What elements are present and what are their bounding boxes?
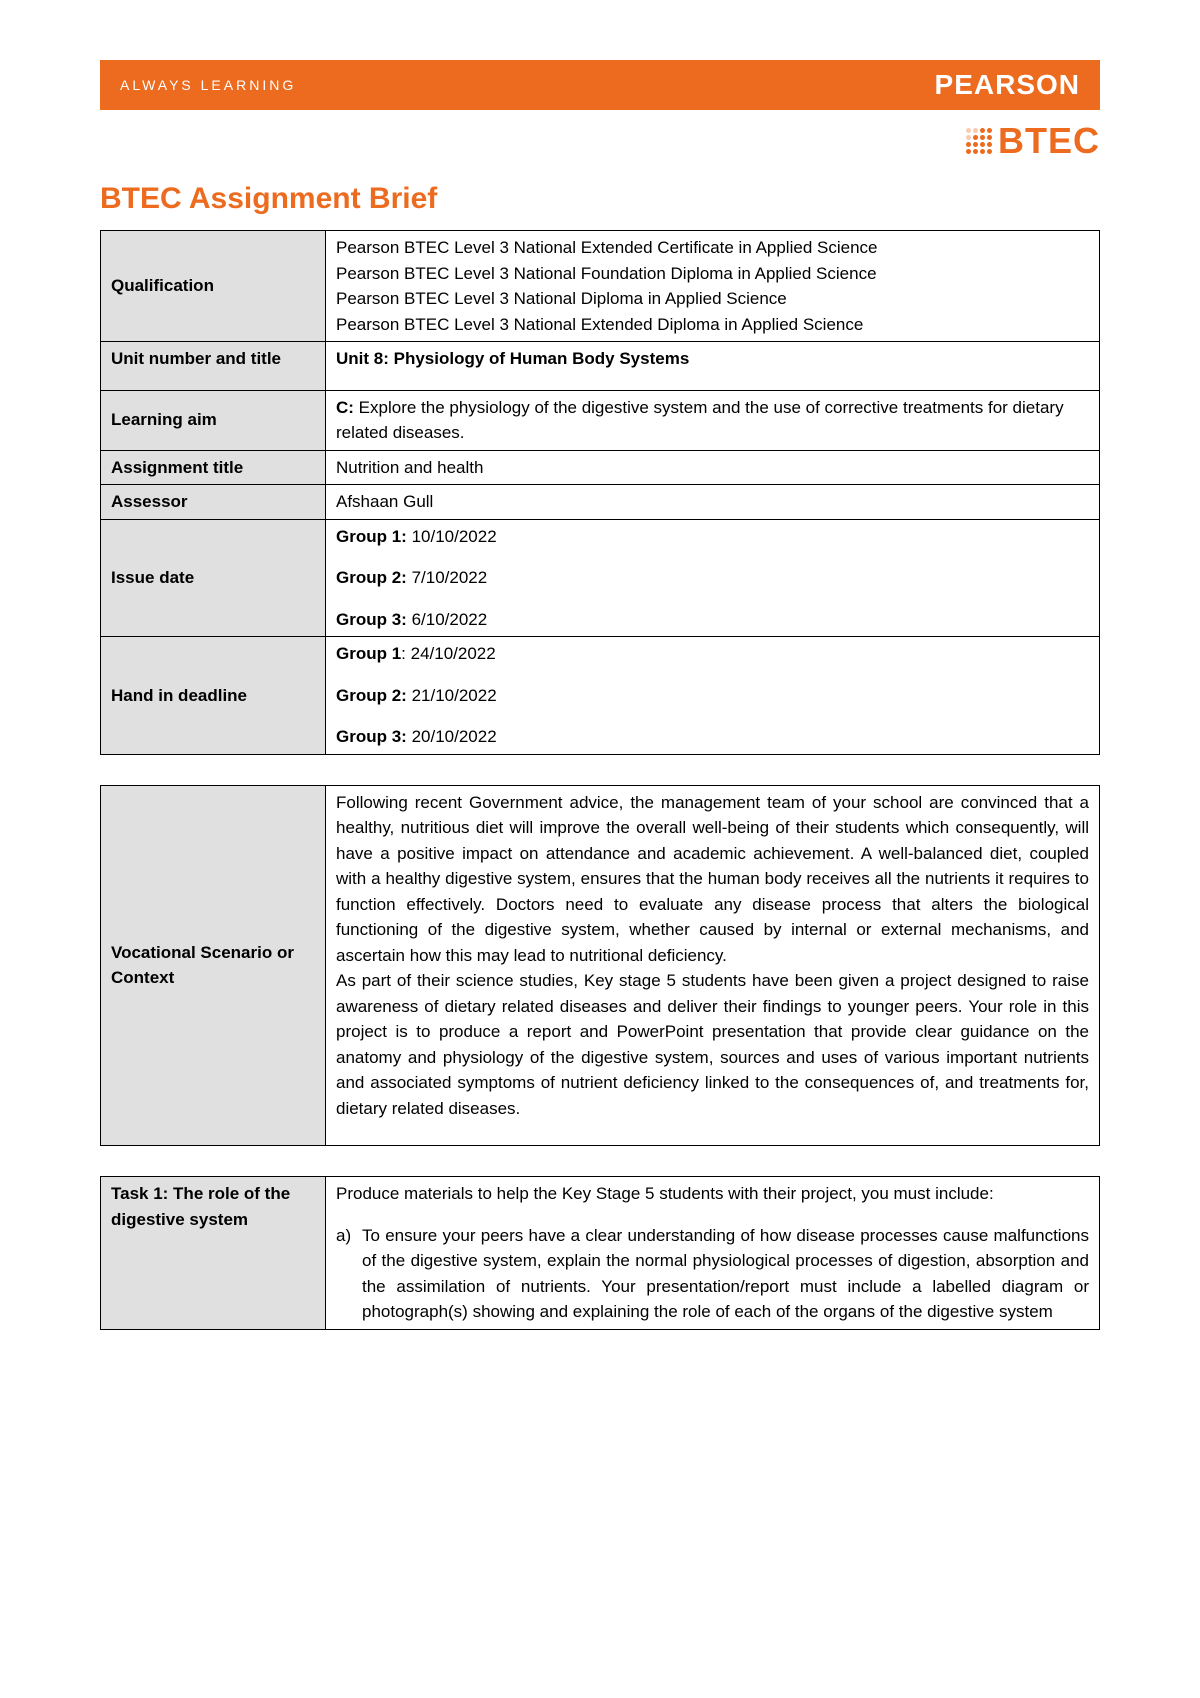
task1-intro: Produce materials to help the Key Stage … — [336, 1181, 1089, 1207]
group-prefix: Group 3: — [336, 610, 407, 629]
table-row: Task 1: The role of the digestive system… — [101, 1177, 1100, 1330]
tagline: ALWAYS LEARNING — [120, 77, 296, 93]
value-assignment-title: Nutrition and health — [326, 450, 1100, 485]
info-table-3: Task 1: The role of the digestive system… — [100, 1176, 1100, 1330]
table-row: Issue date Group 1: 10/10/2022 Group 2: … — [101, 519, 1100, 637]
value-task1: Produce materials to help the Key Stage … — [326, 1177, 1100, 1330]
group-prefix: Group 2: — [336, 686, 407, 705]
brand-btec: BTEC — [998, 120, 1100, 162]
label-assignment-title: Assignment title — [101, 450, 326, 485]
btec-logo: BTEC — [966, 120, 1100, 162]
group-prefix: Group 1 — [336, 644, 401, 663]
scenario-para-1: Following recent Government advice, the … — [336, 790, 1089, 969]
unit-text: Unit 8: Physiology of Human Body Systems — [336, 349, 689, 368]
label-deadline: Hand in deadline — [101, 637, 326, 755]
learning-aim-prefix: C: — [336, 398, 354, 417]
task1-list: a) To ensure your peers have a clear und… — [336, 1223, 1089, 1325]
value-qualification: Pearson BTEC Level 3 National Extended C… — [326, 231, 1100, 342]
page-title: BTEC Assignment Brief — [100, 182, 1100, 216]
table-row: Assignment title Nutrition and health — [101, 450, 1100, 485]
group-date: 10/10/2022 — [407, 527, 497, 546]
info-table-2: Vocational Scenario or Context Following… — [100, 785, 1100, 1147]
label-qualification: Qualification — [101, 231, 326, 342]
group-date: : 24/10/2022 — [401, 644, 496, 663]
table-row: Qualification Pearson BTEC Level 3 Natio… — [101, 231, 1100, 342]
scenario-para-2: As part of their science studies, Key st… — [336, 968, 1089, 1121]
group-date: 6/10/2022 — [407, 610, 487, 629]
table-row: Assessor Afshaan Gull — [101, 485, 1100, 520]
qual-line: Pearson BTEC Level 3 National Extended C… — [336, 235, 1089, 261]
table-row: Learning aim C: Explore the physiology o… — [101, 390, 1100, 450]
label-assessor: Assessor — [101, 485, 326, 520]
value-deadline: Group 1: 24/10/2022 Group 2: 21/10/2022 … — [326, 637, 1100, 755]
group-prefix: Group 1: — [336, 527, 407, 546]
top-banner: ALWAYS LEARNING PEARSON — [100, 60, 1100, 110]
value-assessor: Afshaan Gull — [326, 485, 1100, 520]
list-marker: a) — [336, 1223, 351, 1249]
task1-item-a: a) To ensure your peers have a clear und… — [362, 1223, 1089, 1325]
label-issue-date: Issue date — [101, 519, 326, 637]
table-row: Vocational Scenario or Context Following… — [101, 785, 1100, 1146]
label-learning-aim: Learning aim — [101, 390, 326, 450]
learning-aim-text: Explore the physiology of the digestive … — [336, 398, 1064, 443]
btec-dots-icon — [966, 128, 992, 154]
value-unit: Unit 8: Physiology of Human Body Systems — [326, 342, 1100, 391]
value-issue-date: Group 1: 10/10/2022 Group 2: 7/10/2022 G… — [326, 519, 1100, 637]
group-prefix: Group 2: — [336, 568, 407, 587]
label-scenario: Vocational Scenario or Context — [101, 785, 326, 1146]
group-prefix: Group 3: — [336, 727, 407, 746]
btec-logo-row: BTEC — [100, 120, 1100, 162]
group-date: 7/10/2022 — [407, 568, 487, 587]
qual-line: Pearson BTEC Level 3 National Extended D… — [336, 312, 1089, 338]
label-unit: Unit number and title — [101, 342, 326, 391]
qual-line: Pearson BTEC Level 3 National Foundation… — [336, 261, 1089, 287]
info-table-1: Qualification Pearson BTEC Level 3 Natio… — [100, 230, 1100, 755]
qual-line: Pearson BTEC Level 3 National Diploma in… — [336, 286, 1089, 312]
group-date: 20/10/2022 — [407, 727, 497, 746]
group-date: 21/10/2022 — [407, 686, 497, 705]
table-row: Hand in deadline Group 1: 24/10/2022 Gro… — [101, 637, 1100, 755]
task1-item-a-text: To ensure your peers have a clear unders… — [362, 1226, 1089, 1322]
brand-pearson: PEARSON — [935, 69, 1080, 101]
value-scenario: Following recent Government advice, the … — [326, 785, 1100, 1146]
label-task1: Task 1: The role of the digestive system — [101, 1177, 326, 1330]
table-row: Unit number and title Unit 8: Physiology… — [101, 342, 1100, 391]
value-learning-aim: C: Explore the physiology of the digesti… — [326, 390, 1100, 450]
